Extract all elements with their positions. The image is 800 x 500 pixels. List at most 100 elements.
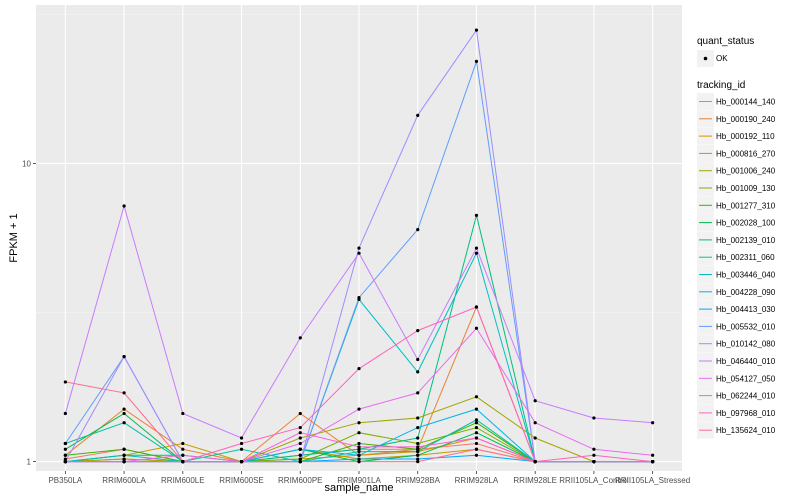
data-point [474, 426, 479, 430]
data-point [122, 457, 126, 461]
legend-label: Hb_062244_010 [716, 392, 776, 401]
legend-label: Hb_003446_040 [716, 271, 776, 280]
legend-label: Hb_005532_010 [716, 322, 776, 331]
y-axis-title: FPKM + 1 [8, 213, 20, 262]
data-point [298, 453, 302, 457]
legend-label: Hb_000190_240 [716, 115, 776, 124]
data-point [63, 460, 67, 464]
data-point [416, 357, 420, 362]
x-tick-label: RRIM600LE [161, 476, 205, 485]
legend-item: Hb_005532_010 [697, 317, 776, 335]
data-point [357, 447, 361, 451]
legend-item: Hb_000144_140 [697, 93, 776, 110]
data-point [416, 391, 420, 395]
legend-label: Hb_001006_240 [716, 167, 776, 176]
legend-label: Hb_000816_270 [716, 149, 776, 158]
data-point [416, 445, 420, 449]
legend-item: Hb_097968_010 [697, 404, 776, 422]
data-point [416, 450, 420, 454]
data-point [474, 59, 479, 63]
data-point [298, 436, 302, 440]
data-point [298, 336, 302, 340]
data-point [122, 447, 126, 451]
data-point [474, 326, 479, 330]
data-point [533, 436, 537, 440]
data-point [416, 416, 420, 420]
legend-item: Hb_003446_040 [697, 266, 776, 283]
data-point [63, 453, 67, 457]
data-point [181, 441, 185, 446]
legend-item: Hb_004228_090 [697, 283, 776, 301]
data-point [357, 450, 361, 454]
legend-label: Hb_001277_310 [716, 201, 776, 210]
data-point [416, 460, 420, 464]
data-point [474, 28, 479, 32]
data-point [63, 380, 67, 384]
x-tick-label: RRIM600PE [278, 476, 322, 485]
legend-item: Hb_135624_010 [697, 421, 776, 439]
data-point [474, 407, 479, 411]
data-point [122, 460, 126, 464]
legend-label: Hb_046440_010 [716, 357, 776, 366]
legend-tracking-id: Hb_000144_140 Hb_000190_240 Hb_000192_110 H… [697, 93, 776, 439]
data-point [298, 426, 302, 430]
data-point [357, 367, 361, 371]
data-point [181, 460, 185, 464]
x-tick-label: RRIM901LA [337, 476, 381, 485]
data-point [298, 431, 302, 435]
data-point [357, 431, 361, 435]
legend-label: Hb_054127_050 [716, 374, 776, 383]
data-points [63, 28, 655, 464]
data-point [63, 441, 67, 446]
legend-item: Hb_054127_050 [697, 369, 776, 387]
legend-quant-point-icon [703, 56, 708, 61]
data-point [474, 418, 479, 422]
data-point [298, 441, 302, 446]
legend-item: Hb_004413_030 [697, 300, 776, 318]
legend-item: Hb_002139_010 [697, 231, 776, 249]
legend-label: Hb_004228_090 [716, 288, 776, 297]
legend-item: Hb_062244_010 [697, 387, 776, 405]
legend-quant-label: OK [716, 54, 728, 63]
data-point [357, 445, 361, 449]
data-point [181, 447, 185, 451]
data-point [474, 447, 479, 451]
legend-item: Hb_000192_110 [697, 127, 775, 145]
data-point [474, 213, 479, 217]
x-tick-label: RRIM928BA [395, 476, 440, 485]
data-point [592, 447, 596, 451]
legend-label: Hb_002139_010 [716, 236, 776, 245]
data-point [122, 407, 126, 411]
data-point [357, 457, 361, 461]
x-tick-label: RRII105LA_Control [559, 476, 629, 485]
data-point [474, 395, 479, 399]
x-axis-title: sample_name [324, 482, 393, 494]
legend-label: Hb_000144_140 [716, 98, 776, 107]
data-point [122, 204, 126, 208]
data-point [416, 436, 420, 440]
x-tick-label: RRIM600SE [219, 476, 263, 485]
data-point [298, 457, 302, 461]
x-tick-label: RRIM928LA [455, 476, 499, 485]
data-point [474, 305, 479, 309]
x-tick-label: PB350LA [48, 476, 82, 485]
axes: 1 10 PB350LA RRIM600LA RRIM600LE RRIM600SE RRI… [22, 159, 690, 485]
data-point [357, 251, 361, 255]
data-point [416, 447, 420, 451]
legend-item: Hb_002028_100 [697, 214, 776, 232]
legend-item: Hb_000816_270 [697, 144, 776, 162]
data-point [416, 228, 420, 232]
legend-item: Hb_001277_310 [697, 196, 776, 214]
data-point [474, 251, 479, 255]
data-point [122, 391, 126, 395]
data-point [533, 399, 537, 403]
legend-label: Hb_002028_100 [716, 219, 776, 228]
legend-label: Hb_000192_110 [716, 132, 775, 141]
legend-label: Hb_004413_030 [716, 305, 776, 314]
x-tick-label: RRIM600LA [102, 476, 146, 485]
legend-label: Hb_001009_130 [716, 184, 776, 193]
data-point [474, 421, 479, 425]
y-tick-label: 1 [27, 458, 32, 467]
data-point [357, 421, 361, 425]
data-point [416, 329, 420, 333]
